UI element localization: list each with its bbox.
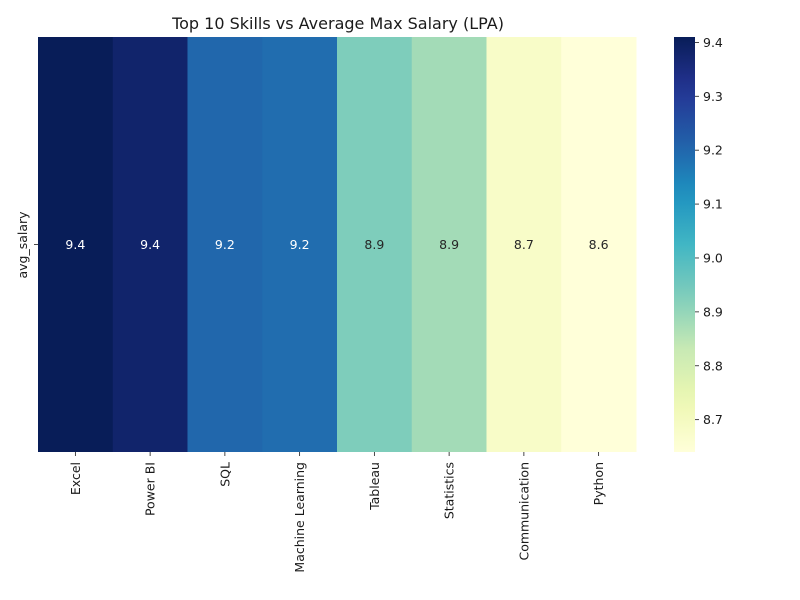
heatmap-cell-4 — [337, 37, 413, 452]
heatmap-cell-0 — [38, 37, 114, 452]
colorbar-ticks: 8.7 8.8 8.9 9.0 9.1 9.2 9.3 9.4 — [695, 35, 723, 427]
x-tick-label: Python — [591, 462, 606, 505]
heatmap-cell-2 — [187, 37, 263, 452]
colorbar-tick-label: 9.3 — [703, 89, 723, 104]
x-tick-label: Tableau — [367, 462, 382, 511]
cell-value-label: 8.7 — [514, 237, 534, 252]
colorbar-tick-label: 9.0 — [703, 250, 723, 265]
heatmap-cell-6 — [486, 37, 562, 452]
x-tick-labels: Excel Power BI SQL Machine Learning Tableau S… — [34, 244, 606, 573]
cell-value-label: 9.2 — [215, 237, 235, 252]
colorbar — [674, 37, 695, 452]
colorbar-tick-label: 9.4 — [703, 35, 723, 50]
heatmap-cells: 9.4 9.4 9.2 9.2 8.9 8.9 8.7 8.6 — [38, 37, 637, 452]
heatmap-cell-3 — [262, 37, 338, 452]
cell-value-label: 9.4 — [65, 237, 85, 252]
x-tick-label: SQL — [217, 462, 232, 487]
x-tick-label: Excel — [68, 462, 83, 495]
x-tick-label: Communication — [516, 462, 531, 561]
chart-title: Top 10 Skills vs Average Max Salary (LPA… — [171, 14, 504, 33]
cell-value-label: 8.9 — [439, 237, 459, 252]
colorbar-tick-label: 8.8 — [703, 358, 723, 373]
cell-value-label: 8.9 — [364, 237, 384, 252]
colorbar-tick-label: 9.1 — [703, 197, 723, 212]
x-tick-label: Machine Learning — [292, 462, 307, 573]
cell-value-label: 9.2 — [290, 237, 310, 252]
cell-value-label: 8.6 — [589, 237, 609, 252]
row-label-avg-salary: avg_salary — [15, 211, 30, 279]
colorbar-tick-label: 8.7 — [703, 412, 723, 427]
colorbar-tick-label: 9.2 — [703, 143, 723, 158]
heatmap-cell-7 — [561, 37, 637, 452]
x-tick-label: Power BI — [143, 462, 158, 516]
colorbar-tick-label: 8.9 — [703, 304, 723, 319]
x-tick-label: Statistics — [442, 462, 457, 519]
heatmap-cell-1 — [112, 37, 188, 452]
heatmap-cell-5 — [411, 37, 487, 452]
cell-value-label: 9.4 — [140, 237, 160, 252]
